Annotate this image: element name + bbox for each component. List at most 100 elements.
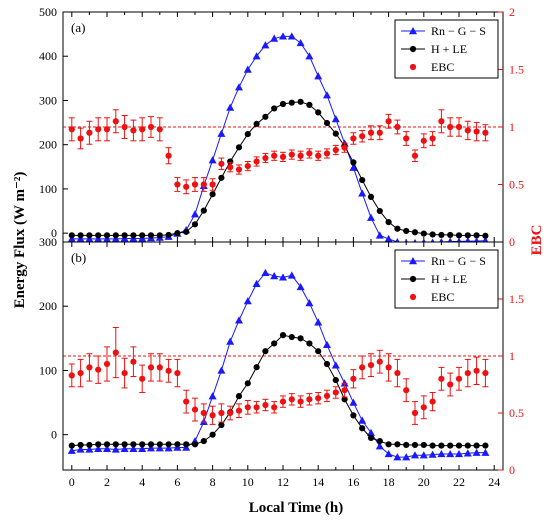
series-rn-g-s-point <box>395 238 400 242</box>
series-rn-g-s-point <box>465 237 471 242</box>
series-ebc-point <box>86 364 93 371</box>
series-rn-g-s-point <box>358 189 367 197</box>
series-ebc-point <box>262 401 269 409</box>
panel-label: (b) <box>71 250 86 265</box>
series-ebc-point <box>438 118 445 125</box>
series-ebc-point <box>411 409 419 417</box>
series-h-le-point <box>332 376 339 384</box>
series-h-le-point <box>95 441 102 448</box>
series-ebc-point <box>429 398 436 405</box>
series-ebc-point <box>147 123 155 131</box>
series-rn-g-s-point <box>331 361 340 369</box>
series-h-le-point <box>420 441 427 449</box>
series-ebc-point <box>68 126 75 133</box>
series-rn-g-s-point <box>208 156 217 164</box>
series-rn-g-s-point <box>235 83 243 91</box>
legend-label: H + LE <box>431 42 467 56</box>
series-rn-g-s-point <box>375 442 384 450</box>
series-ebc-point <box>297 398 304 405</box>
series-ebc-point <box>447 123 454 131</box>
series-h-le-point <box>253 120 260 128</box>
series-h-le-point <box>183 228 190 235</box>
series-h-le-point <box>218 421 225 429</box>
series-rn-g-s-point <box>439 238 444 242</box>
series-rn-g-s-point <box>217 366 226 374</box>
series-rn-g-s-point <box>404 238 408 242</box>
series-h-le-point <box>403 441 410 449</box>
series-h-le-point <box>156 441 163 448</box>
series-ebc-point <box>367 129 375 136</box>
series-h-le-point <box>103 441 111 448</box>
x-tick-label: 2 <box>104 475 110 489</box>
panel-b: 0 2 4 6 8 10 12 14 16 18 20 22 24010020030000.511.5(… <box>39 235 524 489</box>
series-rn-g-s-point <box>252 279 261 287</box>
series-h-le-point <box>429 231 436 238</box>
series-ebc-point <box>68 372 75 379</box>
series-h-le-point <box>297 98 304 105</box>
y-right-tick-label: 0 <box>509 235 515 249</box>
series-ebc-point <box>315 152 322 159</box>
x-tick-label: 24 <box>488 475 500 489</box>
legend: Rn − G − S H + LE EBC <box>394 19 499 79</box>
series-rn-g-s-point <box>296 282 305 291</box>
series-h-le-point <box>359 425 366 432</box>
series-ebc-point <box>103 126 111 133</box>
legend-label: Rn − G − S <box>431 24 486 38</box>
legend-marker <box>409 27 417 35</box>
series-ebc-point <box>174 370 181 377</box>
series-ebc-point <box>77 370 84 377</box>
series-ebc-point <box>359 133 366 140</box>
series-rn-g-s-point <box>384 449 393 458</box>
series-ebc-point <box>262 154 269 162</box>
series-rn-g-s-point <box>413 238 417 242</box>
series-h-le-point <box>376 437 383 445</box>
series-h-le-point <box>121 232 128 239</box>
series-ebc-point <box>447 381 454 388</box>
series-h-le-point <box>235 393 243 400</box>
series-rn-g-s-point <box>270 34 279 42</box>
y-left-tick-label: 100 <box>39 182 57 196</box>
series-h-le-point <box>262 113 269 120</box>
series-rn-g-s-point <box>463 449 472 457</box>
y-left-tick-label: 0 <box>51 226 57 240</box>
series-ebc-point <box>121 123 128 131</box>
series-h-le-point <box>403 227 410 235</box>
series-ebc-point <box>403 387 410 394</box>
y-right-tick-label: 0.5 <box>509 406 524 420</box>
y-left-tick-label: 400 <box>39 49 57 63</box>
series-rn-g-s-point <box>384 234 393 242</box>
series-ebc-point <box>244 163 251 170</box>
series-ebc-point <box>130 358 137 365</box>
series-ebc-point <box>165 152 172 159</box>
series-h-le-point <box>359 176 366 184</box>
series-rn-g-s-point <box>261 268 270 277</box>
series-ebc-point <box>95 366 102 373</box>
series-h-le-point <box>68 232 75 239</box>
series-rn-g-s-point <box>208 392 217 400</box>
series-rn-g-s-point <box>421 238 426 242</box>
series-ebc-point <box>367 362 375 369</box>
y-axis-right-title: EBC <box>529 225 545 256</box>
series-ebc-point <box>385 118 392 125</box>
series-h-le-point <box>306 101 313 108</box>
series-rn-g-s-point <box>375 231 384 239</box>
series-rn-g-s-point <box>164 444 173 452</box>
series-ebc-point <box>112 118 119 125</box>
series-ebc-point <box>279 398 287 405</box>
series-h-le-point <box>323 119 331 127</box>
series-h-le-point <box>411 441 419 449</box>
series-h-le-point <box>112 441 119 448</box>
series-h-le-point <box>130 441 137 448</box>
series-ebc-point <box>253 404 260 411</box>
series-ebc-point <box>112 349 119 356</box>
series-rn-g-s-point <box>226 103 235 111</box>
series-h-le-point <box>323 360 331 368</box>
legend-label: EBC <box>431 60 454 74</box>
series-ebc-point <box>95 126 102 133</box>
series-ebc-point <box>235 407 243 414</box>
series-rn-g-s-point <box>287 32 296 40</box>
series-h-le-point <box>200 207 207 214</box>
x-tick-label: 10 <box>242 475 254 489</box>
series-ebc-point <box>279 153 287 160</box>
legend-marker <box>409 63 417 71</box>
